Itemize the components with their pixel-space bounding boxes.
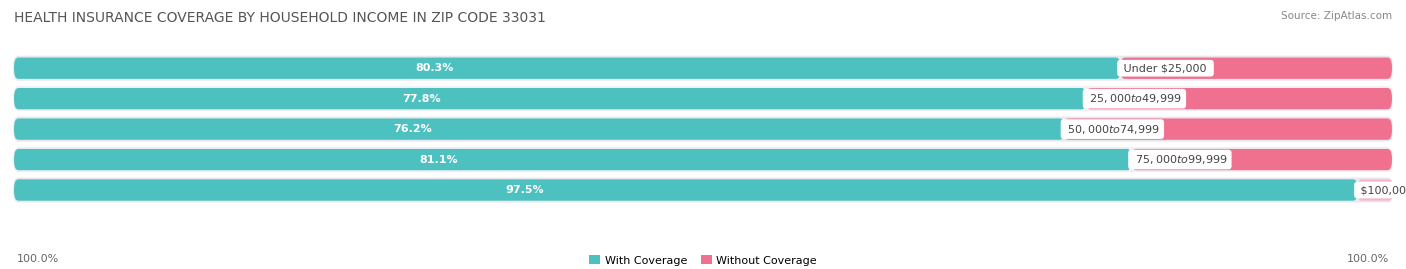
Text: Source: ZipAtlas.com: Source: ZipAtlas.com — [1281, 11, 1392, 21]
FancyBboxPatch shape — [1064, 118, 1392, 140]
Text: $50,000 to $74,999: $50,000 to $74,999 — [1064, 123, 1161, 136]
FancyBboxPatch shape — [13, 178, 1393, 203]
Text: 97.5%: 97.5% — [505, 185, 544, 195]
Text: $25,000 to $49,999: $25,000 to $49,999 — [1085, 92, 1182, 105]
Text: HEALTH INSURANCE COVERAGE BY HOUSEHOLD INCOME IN ZIP CODE 33031: HEALTH INSURANCE COVERAGE BY HOUSEHOLD I… — [14, 11, 546, 25]
FancyBboxPatch shape — [14, 149, 1132, 170]
FancyBboxPatch shape — [14, 58, 1121, 79]
FancyBboxPatch shape — [13, 56, 1393, 81]
FancyBboxPatch shape — [14, 179, 1358, 201]
Text: 81.1%: 81.1% — [419, 155, 458, 165]
Text: 76.2%: 76.2% — [394, 124, 433, 134]
Text: Under $25,000: Under $25,000 — [1121, 63, 1211, 73]
FancyBboxPatch shape — [14, 88, 1085, 109]
Text: $75,000 to $99,999: $75,000 to $99,999 — [1132, 153, 1229, 166]
FancyBboxPatch shape — [1132, 149, 1392, 170]
FancyBboxPatch shape — [1358, 179, 1393, 201]
FancyBboxPatch shape — [13, 147, 1393, 172]
FancyBboxPatch shape — [14, 118, 1064, 140]
FancyBboxPatch shape — [1085, 88, 1392, 109]
FancyBboxPatch shape — [13, 86, 1393, 111]
Text: 100.0%: 100.0% — [17, 254, 59, 264]
Text: 100.0%: 100.0% — [1347, 254, 1389, 264]
Legend: With Coverage, Without Coverage: With Coverage, Without Coverage — [589, 256, 817, 266]
FancyBboxPatch shape — [13, 117, 1393, 141]
FancyBboxPatch shape — [1121, 58, 1392, 79]
Text: 80.3%: 80.3% — [415, 63, 454, 73]
Text: 77.8%: 77.8% — [402, 94, 440, 104]
Text: $100,000 and over: $100,000 and over — [1358, 185, 1406, 195]
